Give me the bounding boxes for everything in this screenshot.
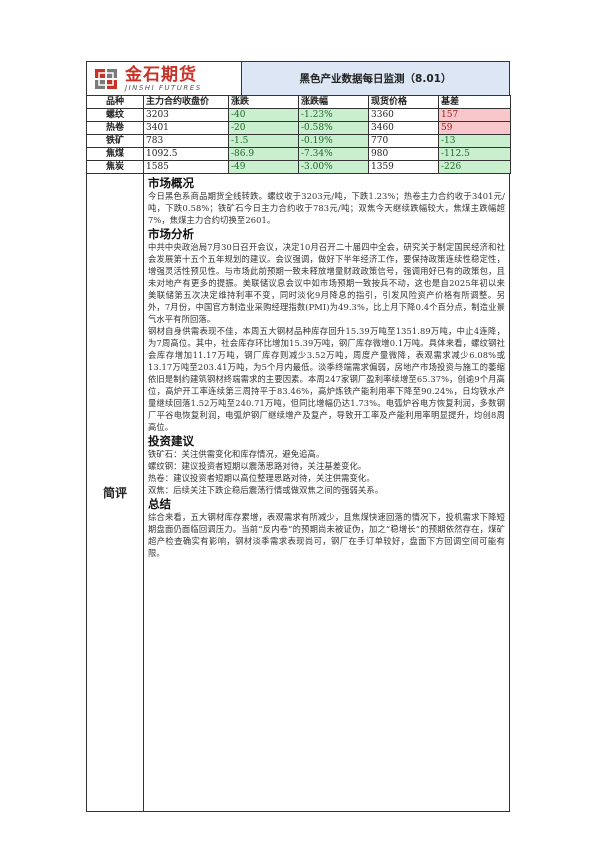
advice-item: 双焦：后续关注下跌企稳后震荡行情或做双焦之间的强弱关系。 — [148, 485, 384, 495]
table-header-row: 品种 主力合约收盘价 涨跌 涨跌幅 现货价格 基差 — [86, 95, 511, 109]
report-document: 金石期货 JINSHI FUTURES 黑色产业数据每日监测（8.01） 品种 … — [86, 61, 511, 812]
basis: -226 — [438, 160, 511, 174]
section-title-advice: 投资建议 — [148, 434, 194, 448]
column-header: 现货价格 — [368, 95, 439, 109]
table-row: 螺纹 3203 -40 -1.23% 3360 157 — [86, 108, 511, 122]
price-change: -1.5 — [228, 134, 299, 148]
report-title: 黑色产业数据每日监测（8.01） — [242, 62, 509, 95]
price-change: -40 — [228, 108, 299, 122]
advice-item: 热卷：建议投资者短期以高位整理思路对待，关注供需变化。 — [148, 473, 375, 483]
price-change-pct: -7.34% — [298, 147, 369, 161]
basis: 157 — [438, 108, 511, 122]
table-row: 焦炭 1585 -49 -3.00% 1359 -226 — [86, 160, 511, 174]
table-row: 热卷 3401 -20 -0.58% 3460 59 — [86, 121, 511, 135]
column-header: 主力合约收盘价 — [143, 95, 229, 109]
basis: 59 — [438, 121, 511, 135]
close-price: 1585 — [143, 160, 229, 174]
paragraph: 钢材自身供需表现不佳，本周五大钢材品种库存回升15.39万吨至1351.89万吨… — [148, 326, 505, 432]
product-name: 铁矿 — [86, 134, 144, 148]
product-name: 焦煤 — [86, 147, 144, 161]
close-price: 783 — [143, 134, 229, 148]
spot-price: 770 — [368, 134, 439, 148]
section-title-summary: 总结 — [148, 497, 171, 511]
section-title-overview: 市场概况 — [148, 176, 194, 190]
column-header: 涨跌 — [228, 95, 299, 109]
table-row: 铁矿 783 -1.5 -0.19% 770 -13 — [86, 134, 511, 148]
close-price: 1092.5 — [143, 147, 229, 161]
comment-label: 简评 — [87, 174, 144, 811]
table-row: 焦煤 1092.5 -86.9 -7.34% 980 -112.5 — [86, 147, 511, 161]
logo-chinese-name: 金石期货 — [125, 64, 197, 85]
product-name: 热卷 — [86, 121, 144, 135]
spot-price: 3460 — [368, 121, 439, 135]
price-change: -86.9 — [228, 147, 299, 161]
product-name: 焦炭 — [86, 160, 144, 174]
basis: -13 — [438, 134, 511, 148]
company-logo: 金石期货 JINSHI FUTURES — [87, 62, 242, 95]
paragraph: 今日黑色系商品期货全线转跌。螺纹收于3203元/吨，下跌1.23%；热卷主力合约… — [148, 191, 505, 225]
price-change: -49 — [228, 160, 299, 174]
column-header: 品种 — [86, 95, 144, 109]
price-change-pct: -1.23% — [298, 108, 369, 122]
close-price: 3401 — [143, 121, 229, 135]
price-table: 品种 主力合约收盘价 涨跌 涨跌幅 现货价格 基差 螺纹 3203 -40 -1… — [86, 95, 511, 174]
section-title-analysis: 市场分析 — [148, 227, 194, 241]
spot-price: 3360 — [368, 108, 439, 122]
price-change-pct: -0.19% — [298, 134, 369, 148]
spot-price: 980 — [368, 147, 439, 161]
column-header: 基差 — [438, 95, 511, 109]
logo-english-name: JINSHI FUTURES — [125, 83, 202, 92]
comment-section: 简评 市场概况 今日黑色系商品期货全线转跌。螺纹收于3203元/吨，下跌1.23… — [86, 174, 510, 812]
report-header: 金石期货 JINSHI FUTURES 黑色产业数据每日监测（8.01） — [86, 61, 510, 95]
product-name: 螺纹 — [86, 108, 144, 122]
basis: -112.5 — [438, 147, 511, 161]
comment-body: 市场概况 今日黑色系商品期货全线转跌。螺纹收于3203元/吨，下跌1.23%；热… — [144, 174, 509, 811]
advice-item: 铁矿石：关注供需变化和库存情况，避免追高。 — [148, 449, 325, 459]
paragraph: 综合来看，五大钢材库存累增，表观需求有所减少，且焦煤快速回落的情况下，投机需求下… — [148, 512, 505, 558]
price-change: -20 — [228, 121, 299, 135]
price-change-pct: -3.00% — [298, 160, 369, 174]
column-header: 涨跌幅 — [298, 95, 369, 109]
price-change-pct: -0.58% — [298, 121, 369, 135]
paragraph: 中共中央政治局7月30日召开会议，决定10月召开二十届四中全会，研究关于制定国民… — [148, 242, 505, 324]
advice-item: 螺纹钢：建议投资者短期以震荡思路对待，关注基差变化。 — [148, 461, 367, 471]
logo-mark-icon — [93, 66, 119, 91]
close-price: 3203 — [143, 108, 229, 122]
spot-price: 1359 — [368, 160, 439, 174]
